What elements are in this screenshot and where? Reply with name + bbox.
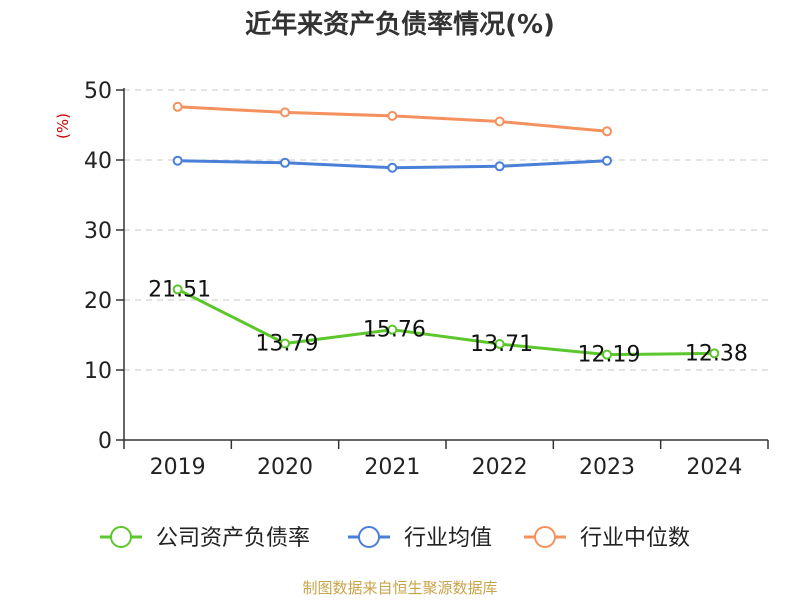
data-point[interactable] [280,107,290,118]
data-label: 13.79 [256,331,319,356]
x-tick-label-2019: 2019 [150,455,206,480]
data-point[interactable] [602,126,612,137]
series-line [176,288,715,357]
series: 21.51 13.79 15.76 13.71 12.19 12.38 [148,101,748,368]
data-point[interactable] [172,284,183,295]
data-point[interactable] [494,161,505,172]
data-label: 12.38 [685,341,748,366]
data-point[interactable] [280,157,290,168]
x-tick-labels: 2019 2020 2021 2022 2023 2024 [150,455,743,480]
data-label: 13.71 [470,332,533,357]
gridlines [124,89,768,371]
y-tick-label: 0 [98,429,112,454]
series-0: 21.51 13.79 15.76 13.71 12.19 12.38 [148,277,748,367]
y-axis-label: (%) [54,113,72,139]
axes [116,88,769,449]
x-tick-label-2023: 2023 [579,455,635,480]
series-1 [172,155,612,173]
legend: 公司资产负债率 行业均值 行业中位数 [100,526,690,551]
x-tick-label-2024: 2024 [686,455,742,480]
data-point[interactable] [602,349,612,360]
x-tick-label-2020: 2020 [257,455,313,480]
legend-marker [110,526,132,548]
series-2 [172,101,612,137]
x-tick-label-2021: 2021 [364,455,420,480]
line-chart: 0 10 20 30 40 50 2019 2020 2021 2022 2023 2024 (%)… [54,79,769,551]
y-tick-label: 20 [84,289,112,314]
x-tick-label-2022: 2022 [472,455,528,480]
legend-label: 公司资产负债率 [156,526,310,551]
data-point[interactable] [494,339,505,350]
data-point[interactable] [280,338,290,349]
data-label: 15.76 [363,318,426,343]
chart-title: 近年来资产负债率情况(%) [245,10,555,40]
data-point[interactable] [709,348,720,359]
y-tick-labels: 0 10 20 30 40 50 [84,79,112,454]
legend-item-0[interactable]: 公司资产负债率 [100,526,310,551]
data-label: 12.19 [578,343,641,368]
y-tick-label: 10 [84,359,112,384]
data-label: 21.51 [148,277,211,302]
data-point[interactable] [172,101,183,112]
legend-item-1[interactable]: 行业均值 [348,526,492,551]
data-source-note: 制图数据来自恒生聚源数据库 [302,579,498,597]
legend-item-2[interactable]: 行业中位数 [524,526,690,551]
data-point[interactable] [494,116,505,127]
y-tick-label: 40 [84,149,112,174]
y-tick-label: 30 [84,219,112,244]
data-point[interactable] [602,155,612,166]
legend-marker [358,526,380,548]
legend-label: 行业中位数 [580,526,690,551]
y-tick-label: 50 [84,79,112,104]
legend-marker [534,526,556,548]
data-point[interactable] [387,162,398,173]
legend-label: 行业均值 [404,526,492,551]
data-point[interactable] [172,155,183,166]
data-point[interactable] [387,110,398,121]
data-point[interactable] [387,324,398,335]
